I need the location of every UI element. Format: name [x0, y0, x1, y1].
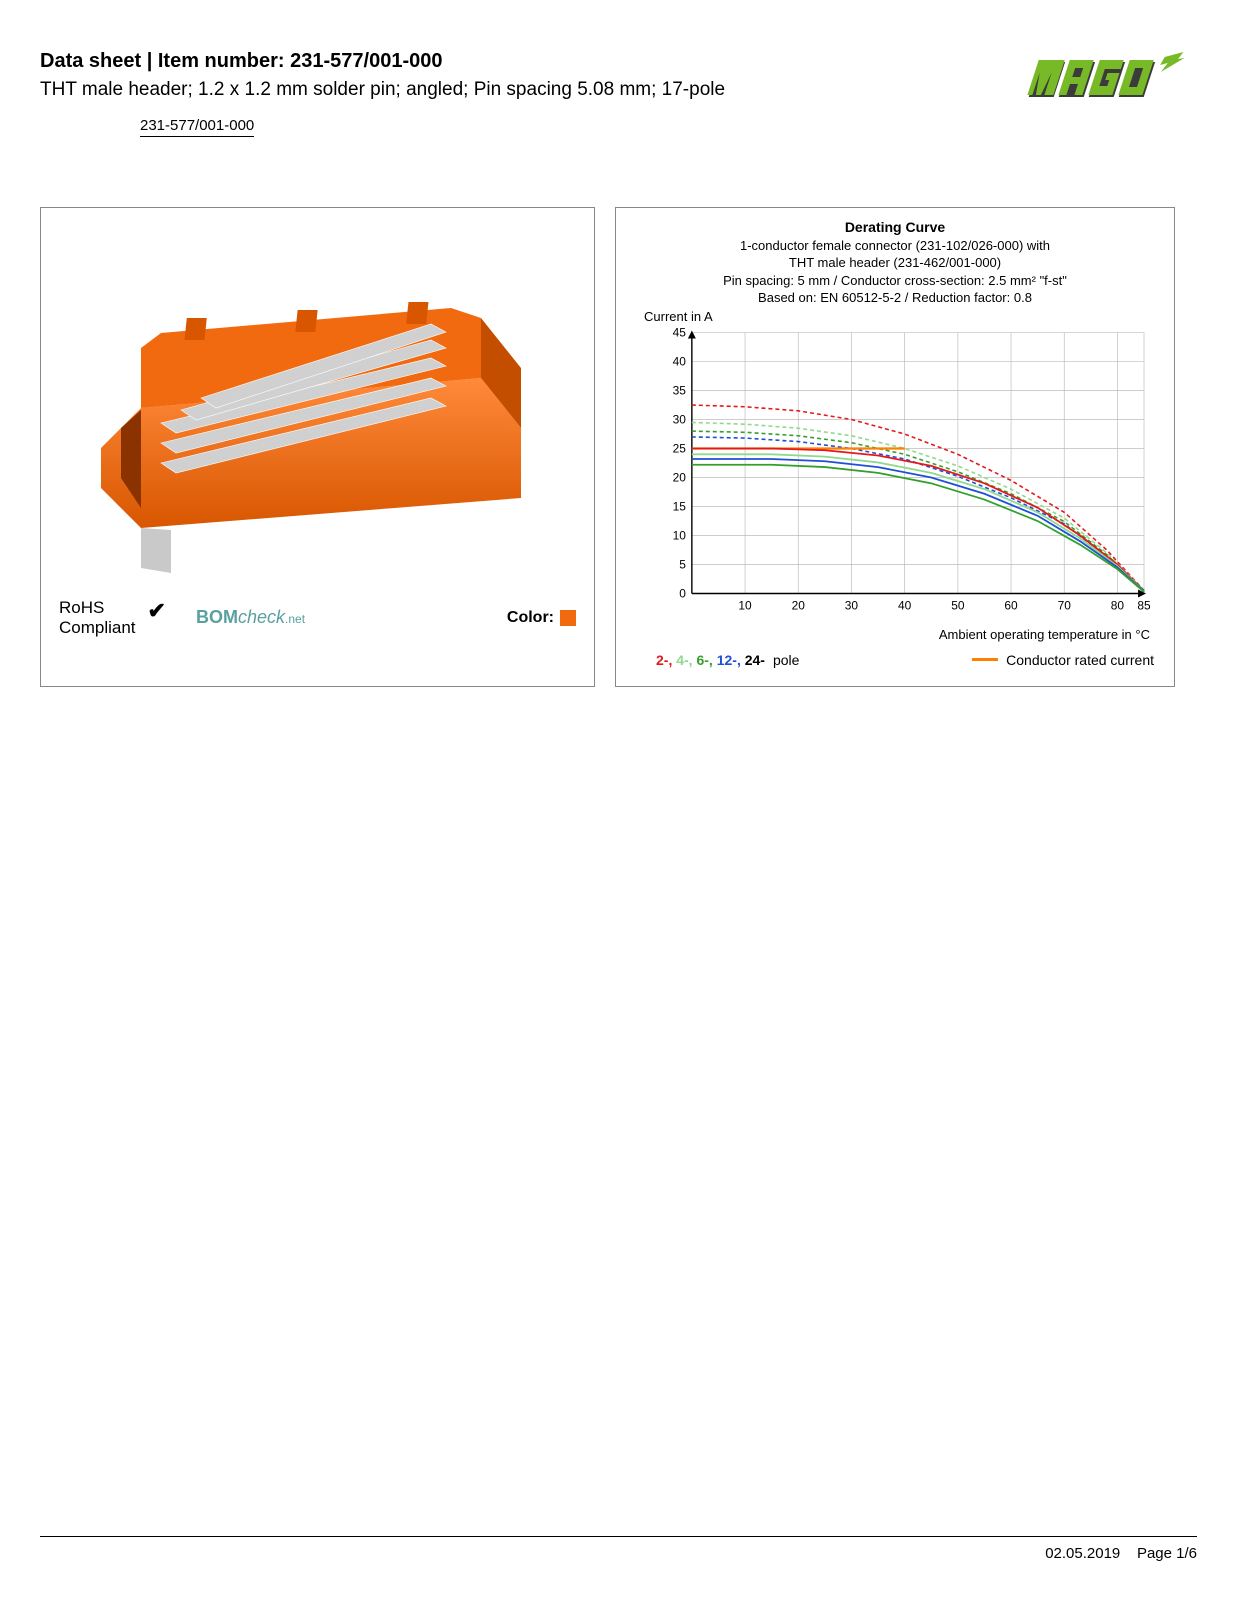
chart-area: Current in A 051015202530354045102030405… — [616, 313, 1174, 623]
svg-text:10: 10 — [738, 598, 752, 612]
bomcheck-suffix: .net — [285, 612, 305, 626]
svg-text:70: 70 — [1058, 598, 1072, 612]
chart-title: Derating Curve — [636, 218, 1154, 237]
title-item-label: Item number: — [158, 50, 285, 72]
panels-row: RoHS Compliant ✔ BOMcheck.net Color: Der… — [40, 207, 1197, 687]
svg-text:40: 40 — [898, 598, 912, 612]
rated-label: Conductor rated current — [1006, 652, 1154, 668]
header-text: Data sheet | Item number: 231-577/001-00… — [40, 50, 760, 137]
svg-text:20: 20 — [792, 598, 806, 612]
svg-text:35: 35 — [673, 383, 687, 397]
footer-date: 02.05.2019 — [1045, 1545, 1120, 1562]
x-axis-label: Ambient operating temperature in °C — [616, 627, 1174, 642]
svg-text:45: 45 — [673, 325, 687, 339]
svg-text:80: 80 — [1111, 598, 1125, 612]
svg-text:0: 0 — [679, 586, 686, 600]
title-item-number: 231-577/001-000 — [290, 50, 442, 72]
chart-header: Derating Curve 1-conductor female connec… — [616, 208, 1174, 313]
footer-page: Page 1/6 — [1137, 1545, 1197, 1562]
title-sep: | — [141, 50, 158, 72]
page-footer: 02.05.2019 Page 1/6 — [40, 1536, 1197, 1562]
color-label-group: Color: — [507, 609, 576, 627]
product-panel: RoHS Compliant ✔ BOMcheck.net Color: — [40, 207, 595, 687]
bomcheck-rest: check — [238, 607, 285, 627]
pole-suffix: pole — [773, 652, 799, 668]
bomcheck-logo: BOMcheck.net — [196, 607, 305, 628]
wago-logo — [1017, 50, 1197, 105]
page-title: Data sheet | Item number: 231-577/001-00… — [40, 50, 760, 73]
rohs-badge: RoHS Compliant ✔ — [59, 598, 166, 638]
chart-panel: Derating Curve 1-conductor female connec… — [615, 207, 1175, 687]
y-axis-label: Current in A — [644, 309, 713, 324]
item-link[interactable]: 231-577/001-000 — [140, 117, 254, 137]
svg-text:5: 5 — [679, 557, 686, 571]
rohs-line1: RoHS — [59, 598, 136, 618]
svg-text:20: 20 — [673, 470, 687, 484]
color-swatch — [560, 610, 576, 626]
svg-text:30: 30 — [673, 412, 687, 426]
svg-text:30: 30 — [845, 598, 859, 612]
chart-sub4: Based on: EN 60512-5-2 / Reduction facto… — [636, 289, 1154, 307]
rohs-line2: Compliant — [59, 618, 136, 638]
header: Data sheet | Item number: 231-577/001-00… — [40, 50, 1197, 137]
bomcheck-bold: BOM — [196, 607, 238, 627]
chart-sub3: Pin spacing: 5 mm / Conductor cross-sect… — [636, 272, 1154, 290]
check-icon: ✔ — [148, 598, 166, 624]
rated-dash — [972, 658, 998, 661]
svg-text:60: 60 — [1004, 598, 1018, 612]
svg-text:15: 15 — [673, 499, 687, 513]
svg-text:40: 40 — [673, 354, 687, 368]
svg-text:50: 50 — [951, 598, 965, 612]
pole-legend: 2-, 4-, 6-, 12-, 24- — [656, 652, 765, 668]
product-image — [41, 208, 594, 598]
chart-sub1: 1-conductor female connector (231-102/02… — [636, 237, 1154, 255]
svg-text:25: 25 — [673, 441, 687, 455]
derating-chart: 0 5 10 15 20 25 30 35 40 45 10 20 30 40 50 60 70 80 85 — [656, 313, 1154, 623]
compliance-row: RoHS Compliant ✔ BOMcheck.net Color: — [41, 598, 594, 652]
svg-text:85: 85 — [1137, 598, 1151, 612]
title-prefix: Data sheet — [40, 50, 141, 72]
chart-legend: 2-, 4-, 6-, 12-, 24- pole Conductor rate… — [616, 642, 1174, 680]
svg-text:10: 10 — [673, 528, 687, 542]
chart-sub2: THT male header (231-462/001-000) — [636, 254, 1154, 272]
subtitle: THT male header; 1.2 x 1.2 mm solder pin… — [40, 77, 760, 103]
color-label: Color: — [507, 609, 554, 627]
